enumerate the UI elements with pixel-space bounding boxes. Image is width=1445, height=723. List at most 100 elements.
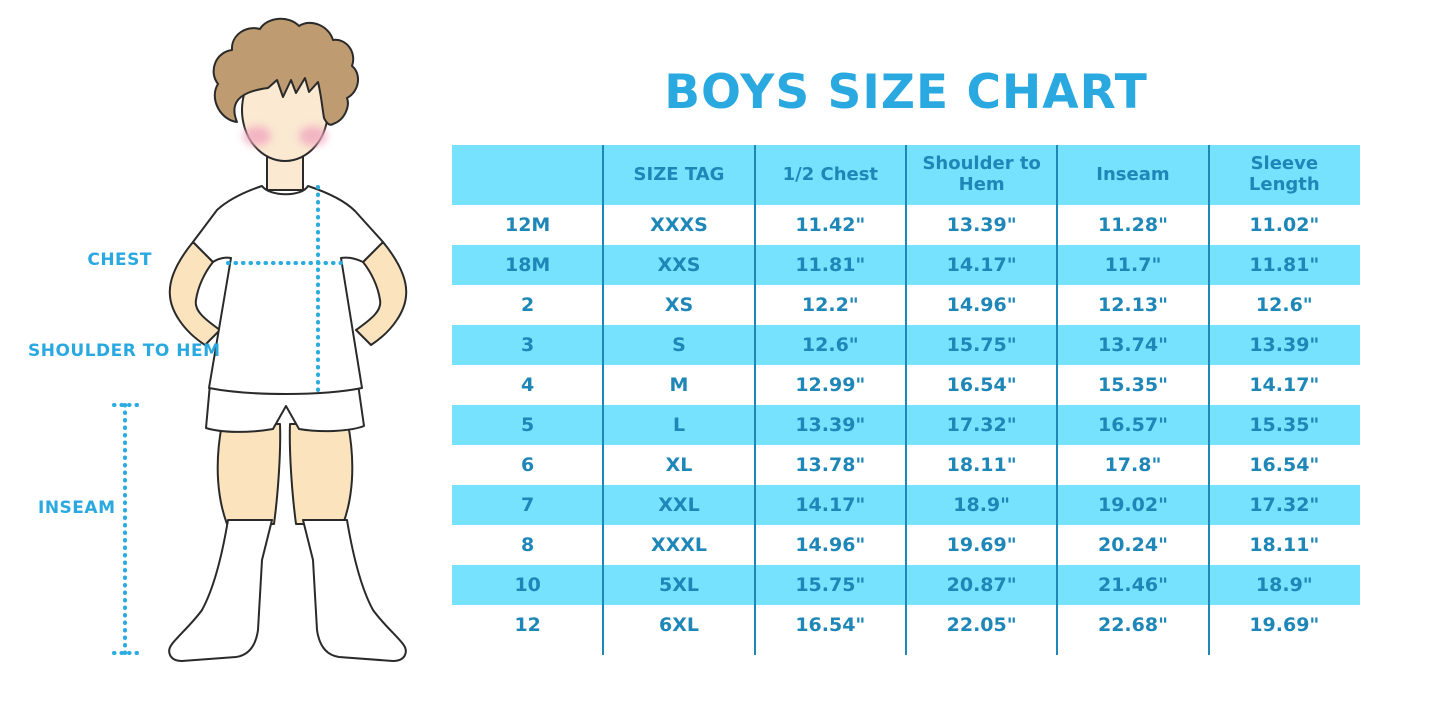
- size-value-cell: 5XL: [603, 565, 755, 605]
- table-row: 18M XXS 11.81" 14.17" 11.7" 11.81": [452, 245, 1360, 285]
- table-row: 12M XXXS 11.42" 13.39" 11.28" 11.02": [452, 205, 1360, 245]
- size-value-cell: 13.78": [795, 454, 866, 476]
- size-value-cell: L: [603, 405, 755, 445]
- size-value-cell: 19.69": [1249, 614, 1320, 636]
- table-row: 3 S 12.6" 15.75" 13.74" 13.39": [452, 325, 1360, 365]
- size-value-cell: 12.13": [1097, 294, 1168, 316]
- size-value-cell: 16.54": [946, 374, 1017, 396]
- shoulder-to-hem-label: SHOULDER TO HEM: [28, 341, 221, 361]
- column-header-shoulder-to-hem: Shoulder to Hem: [905, 145, 1058, 205]
- size-value-cell: 12.99": [795, 374, 866, 396]
- size-value-cell: 12.6": [754, 325, 906, 365]
- size-table-container: SIZE TAG 1/2 Chest Shoulder to Hem Inseam Sl…: [452, 145, 1360, 655]
- boy-right-leg: [288, 423, 354, 525]
- boy-left-arm: [168, 241, 221, 346]
- size-value-cell: 11.02": [1249, 214, 1320, 236]
- table-row: 6 XL 13.78" 18.11" 17.8" 16.54": [452, 445, 1360, 485]
- row-label: 8: [521, 534, 535, 556]
- size-value-cell: 12.2": [801, 294, 859, 316]
- boy-illustration: [112, 17, 408, 662]
- size-value-cell: 14.96": [795, 534, 866, 556]
- size-value-cell: 21.46": [1057, 565, 1209, 605]
- size-value-cell: XXS: [603, 245, 755, 285]
- size-value-cell: 18.9": [905, 485, 1058, 525]
- table-row: 2 XS 12.2" 14.96" 12.13" 12.6": [452, 285, 1360, 325]
- measurement-figure: CHEST SHOULDER TO HEM INSEAM: [0, 0, 460, 723]
- size-value-cell: 11.81": [754, 245, 906, 285]
- header-row: SIZE TAG 1/2 Chest Shoulder to Hem Inseam Sl…: [452, 145, 1360, 205]
- size-value-cell: 18.11": [946, 454, 1017, 476]
- size-value-cell: 18.9": [1208, 565, 1360, 605]
- size-value-cell: 11.42": [795, 214, 866, 236]
- table-row: 10 5XL 15.75" 20.87" 21.46" 18.9": [452, 565, 1360, 605]
- size-value-cell: 16.54": [1249, 454, 1320, 476]
- table-row: 12 6XL 16.54" 22.05" 22.68" 19.69": [452, 605, 1360, 645]
- size-value-cell: 20.87": [905, 565, 1058, 605]
- boy-left-sock: [168, 519, 273, 662]
- row-label: 12M: [504, 214, 551, 236]
- size-value-cell: 19.69": [946, 534, 1017, 556]
- size-value-cell: 14.17": [754, 485, 906, 525]
- size-value-cell: 11.81": [1208, 245, 1360, 285]
- size-value-cell: 15.35": [1097, 374, 1168, 396]
- size-value-cell: 12.6": [1255, 294, 1313, 316]
- size-value-cell: 14.17": [1249, 374, 1320, 396]
- row-label: 18M: [452, 245, 604, 285]
- size-value-cell: XXXL: [650, 534, 708, 556]
- row-label: 4: [521, 374, 535, 396]
- column-header-sleeve-length: Sleeve Length: [1208, 145, 1360, 205]
- size-value-cell: 13.39": [1208, 325, 1360, 365]
- boy-right-sock: [302, 519, 407, 662]
- chest-label: CHEST: [87, 250, 152, 270]
- column-header-blank: [452, 145, 604, 205]
- boy-left-leg: [216, 423, 282, 525]
- size-value-cell: 11.28": [1097, 214, 1168, 236]
- size-value-cell: 19.02": [1057, 485, 1209, 525]
- column-header-size-tag: SIZE TAG: [603, 145, 755, 205]
- size-value-cell: M: [669, 374, 689, 396]
- column-header-1-2-chest: 1/2 Chest: [754, 145, 906, 205]
- size-value-cell: 22.68": [1097, 614, 1168, 636]
- size-table: SIZE TAG 1/2 Chest Shoulder to Hem Inseam Sl…: [452, 145, 1360, 645]
- column-separator: [905, 145, 907, 655]
- size-value-cell: 13.39": [946, 214, 1017, 236]
- row-label: 3: [452, 325, 604, 365]
- row-label: 12: [514, 614, 541, 636]
- size-value-cell: 16.54": [795, 614, 866, 636]
- boy-cheeks: [243, 126, 327, 146]
- size-value-cell: 22.05": [946, 614, 1017, 636]
- size-value-cell: 14.17": [905, 245, 1058, 285]
- column-separator: [753, 145, 756, 655]
- row-label: 7: [452, 485, 604, 525]
- size-value-cell: 17.8": [1104, 454, 1162, 476]
- size-table-body: 12M XXXS 11.42" 13.39" 11.28" 11.02" 18M XXS 11.…: [452, 205, 1360, 645]
- size-value-cell: 15.75": [754, 565, 906, 605]
- boy-shorts: [205, 383, 365, 433]
- size-value-cell: S: [603, 325, 755, 365]
- page-title: BOYS SIZE CHART: [664, 65, 1148, 121]
- size-value-cell: 13.39": [754, 405, 906, 445]
- size-value-cell: XL: [665, 454, 693, 476]
- size-value-cell: XXL: [603, 485, 755, 525]
- table-row: 8 XXXL 14.96" 19.69" 20.24" 18.11": [452, 525, 1360, 565]
- table-row: 4 M 12.99" 16.54" 15.35" 14.17": [452, 365, 1360, 405]
- size-value-cell: XXXS: [650, 214, 708, 236]
- size-value-cell: XS: [664, 294, 694, 316]
- column-header-inseam: Inseam: [1057, 145, 1209, 205]
- size-value-cell: 17.32": [905, 405, 1058, 445]
- table-row: 7 XXL 14.17" 18.9" 19.02" 17.32": [452, 485, 1360, 525]
- size-value-cell: 18.11": [1249, 534, 1320, 556]
- size-value-cell: 14.96": [946, 294, 1017, 316]
- boy-right-arm: [355, 241, 408, 346]
- row-label: 10: [452, 565, 604, 605]
- size-value-cell: 17.32": [1208, 485, 1360, 525]
- column-separator: [1207, 145, 1210, 655]
- row-label: 6: [521, 454, 535, 476]
- size-value-cell: 15.75": [905, 325, 1058, 365]
- column-separator: [1056, 145, 1059, 655]
- size-value-cell: 11.7": [1057, 245, 1209, 285]
- row-label: 5: [452, 405, 604, 445]
- boy-hair: [212, 17, 359, 126]
- table-row: 5 L 13.39" 17.32" 16.57" 15.35": [452, 405, 1360, 445]
